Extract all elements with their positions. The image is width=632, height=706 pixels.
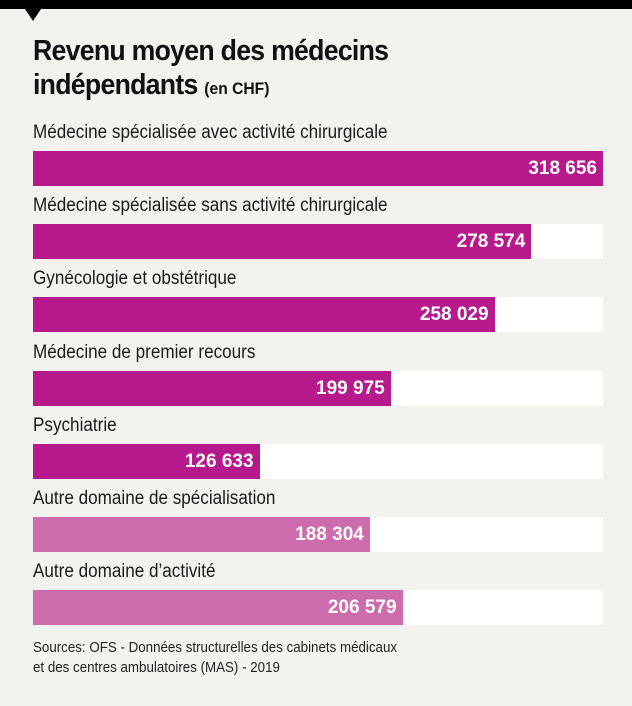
- value-label: 188 304: [295, 524, 364, 545]
- value-label: 126 633: [184, 450, 254, 472]
- bar-track: 278 574: [33, 224, 603, 260]
- triangle-marker-icon: [25, 9, 41, 21]
- category-label: Autre domaine d’activité: [33, 561, 216, 583]
- bar-track: 318 656: [33, 151, 603, 186]
- bar: [33, 370, 391, 406]
- category-label: Gynécologie et obstétrique: [33, 268, 237, 290]
- bar: [33, 517, 370, 552]
- title-line-1: Revenu moyen des médecins: [33, 35, 389, 67]
- bar-track: 188 304: [33, 517, 603, 552]
- bar: [33, 224, 532, 260]
- value-label: 258 029: [419, 304, 489, 326]
- bar-track: 126 633: [33, 443, 603, 479]
- source-line-1: Sources: OFS - Données structurelles des…: [33, 640, 398, 656]
- bar-track: 199 975: [33, 370, 603, 406]
- source-line-2: et des centres ambulatoires (MAS) - 2019: [33, 660, 280, 676]
- value-label: 278 574: [456, 231, 526, 253]
- value-label: 206 579: [327, 597, 397, 619]
- category-label: Psychiatrie: [33, 414, 117, 436]
- unit-label: (en CHF): [204, 79, 270, 98]
- title-line-2: indépendants: [33, 69, 198, 101]
- category-label: Médecine spécialisée avec activité chiru…: [33, 122, 388, 143]
- value-label: 318 656: [528, 158, 597, 179]
- bar: [33, 297, 495, 333]
- bar: [33, 151, 603, 186]
- source-note: Sources: OFS - Données structurelles des…: [33, 638, 397, 678]
- category-label: Médecine spécialisée sans activité chiru…: [33, 195, 388, 217]
- bar-track: 258 029: [33, 297, 603, 333]
- category-label: Autre domaine de spécialisation: [33, 488, 276, 509]
- category-label: Médecine de premier recours: [33, 341, 256, 363]
- bar-track: 206 579: [33, 590, 603, 626]
- top-rule: [0, 0, 632, 9]
- bar: [33, 590, 403, 626]
- value-label: 199 975: [316, 377, 385, 399]
- bar: [33, 443, 260, 479]
- chart-title: Revenu moyen des médecins indépendants (…: [33, 34, 389, 106]
